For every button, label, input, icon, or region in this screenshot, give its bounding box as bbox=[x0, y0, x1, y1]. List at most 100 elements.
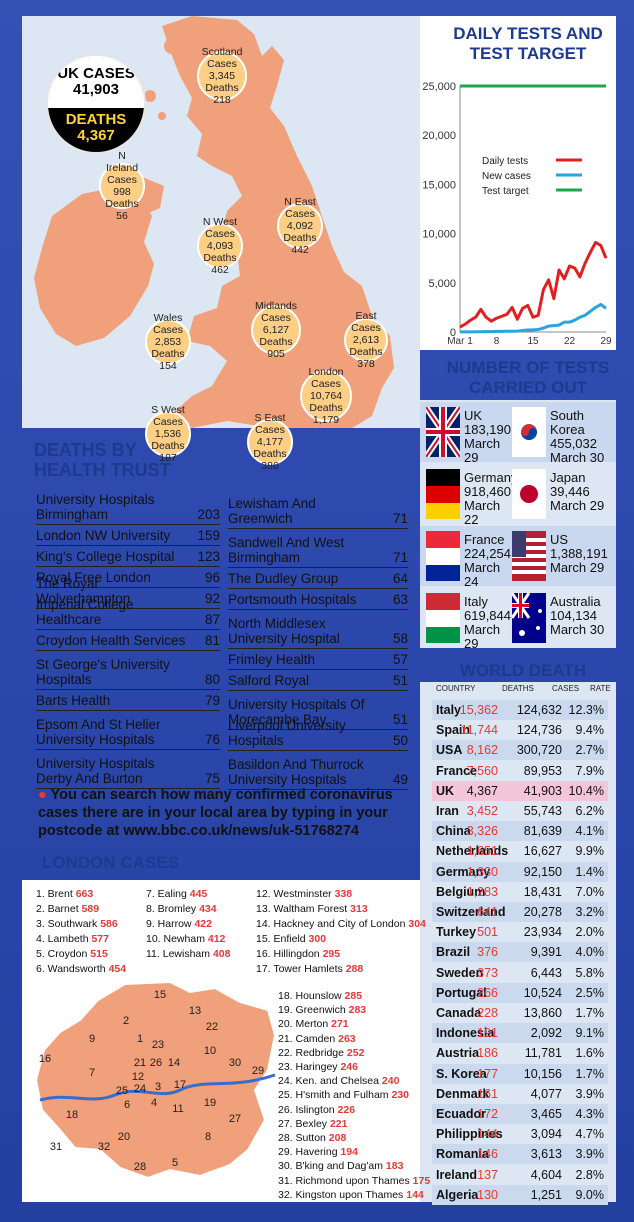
trust-value: 49 bbox=[392, 772, 408, 787]
world-deaths: 161 bbox=[477, 1086, 498, 1101]
y-tick-label: 10,000 bbox=[422, 229, 456, 241]
world-deaths: 1,651 bbox=[466, 844, 498, 859]
legend-label: Daily tests bbox=[482, 156, 528, 167]
world-country: Canada bbox=[436, 1006, 482, 1020]
london-map-number: 12 bbox=[132, 1071, 144, 1083]
trust-value: 51 bbox=[392, 673, 408, 688]
uk-cases-badge: UK CASES 41,903 DEATHS 4,367 bbox=[48, 56, 144, 152]
region-name: Scotland bbox=[201, 46, 243, 58]
world-deaths: 191 bbox=[477, 1026, 498, 1041]
borough-label: 1. Brent bbox=[36, 888, 73, 900]
world-cases: 124,632 bbox=[516, 703, 562, 717]
tests-cell: Germany 918,460 March 22 bbox=[464, 471, 517, 527]
world-row: Denmark 161 4,077 3.9% bbox=[432, 1083, 608, 1104]
world-cases: 10,524 bbox=[523, 985, 562, 1000]
uk-deaths-value: 4,367 bbox=[77, 127, 115, 144]
region-cases: Cases 4,092 bbox=[285, 208, 315, 232]
series-line-daily-tests bbox=[459, 240, 608, 329]
tests-value: 183,190 bbox=[464, 422, 511, 437]
trust-name: Frimley Health bbox=[228, 652, 316, 667]
world-rate: 4.3% bbox=[575, 1107, 605, 1121]
tests-country: South Korea bbox=[550, 408, 585, 437]
trust-name: Croydon Health Services bbox=[36, 633, 186, 648]
london-borough: 24. Ken. and Chelsea 240 bbox=[278, 1075, 399, 1087]
world-rate: 5.8% bbox=[575, 965, 605, 980]
kr-flag-icon bbox=[512, 407, 546, 457]
world-row: Philippines 144 3,094 4.7% bbox=[432, 1124, 608, 1145]
borough-value: 445 bbox=[189, 888, 208, 900]
world-row: Austria 186 11,781 1.6% bbox=[432, 1043, 608, 1064]
world-deaths: 3,452 bbox=[466, 804, 498, 818]
trust-name: Portsmouth Hospitals bbox=[228, 592, 357, 607]
world-cases: 6,443 bbox=[530, 965, 562, 980]
borough-value: 221 bbox=[329, 1117, 348, 1130]
london-borough: 3. Southwark 586 bbox=[36, 918, 118, 930]
london-map-number: 31 bbox=[50, 1141, 62, 1153]
trust-name: University Hospitals Birmingham bbox=[36, 492, 155, 522]
world-header-deaths: DEATHS bbox=[502, 684, 534, 693]
daily-tests-panel bbox=[420, 16, 616, 350]
region-deaths: Deaths 154 bbox=[151, 348, 185, 372]
uk-deaths-label: DEATHS bbox=[65, 111, 127, 128]
world-country: Ecuador bbox=[436, 1107, 487, 1121]
uk-cases-label: UK CASES bbox=[57, 65, 135, 82]
borough-label: 10. Newham bbox=[146, 933, 205, 945]
world-rate: 9.1% bbox=[575, 1026, 605, 1041]
london-map-number: 3 bbox=[155, 1081, 161, 1093]
trust-row: King's College Hospital 123 bbox=[36, 546, 220, 567]
world-deaths: 3,326 bbox=[466, 824, 498, 839]
london-map-number: 26 bbox=[150, 1057, 162, 1069]
borough-value: 663 bbox=[75, 888, 94, 900]
world-deaths: 8,162 bbox=[466, 743, 498, 758]
region-name: S West bbox=[151, 404, 185, 416]
borough-value: 304 bbox=[408, 918, 426, 930]
london-borough: 8. Bromley 434 bbox=[146, 903, 217, 915]
y-tick-label: 25,000 bbox=[422, 81, 456, 93]
region-name: S East bbox=[254, 412, 286, 424]
london-borough: 14. Hackney and City of London 304 bbox=[256, 918, 426, 930]
trust-row: London NW University 159 bbox=[36, 525, 220, 546]
world-rate: 7.9% bbox=[575, 763, 605, 778]
series-line-new-cases bbox=[460, 302, 607, 334]
world-deaths: 376 bbox=[477, 945, 498, 960]
trust-value: 123 bbox=[197, 549, 220, 564]
world-country: Switzerland bbox=[436, 905, 506, 919]
london-map-number: 13 bbox=[189, 1005, 201, 1017]
world-rate: 1.4% bbox=[575, 864, 605, 879]
x-tick-label: 29 bbox=[600, 336, 612, 347]
london-borough: 29. Havering 194 bbox=[278, 1146, 358, 1158]
london-map-number: 11 bbox=[172, 1103, 183, 1115]
london-borough: 16. Hillingdon 295 bbox=[256, 948, 340, 960]
trust-name: St George's University Hospitals bbox=[36, 657, 170, 687]
world-cases: 3,094 bbox=[530, 1127, 562, 1142]
world-country: Austria bbox=[436, 1046, 480, 1061]
world-row: Netherlands 1,651 16,627 9.9% bbox=[432, 841, 608, 862]
world-country: USA bbox=[436, 743, 463, 758]
trust-name: Royal Free London bbox=[36, 570, 151, 585]
region-cases: Cases 2,613 bbox=[351, 322, 381, 346]
london-borough: 32. Kingston upon Thames 144 bbox=[278, 1189, 424, 1201]
world-rate: 4.1% bbox=[575, 824, 605, 839]
borough-label: 2. Barnet bbox=[36, 903, 79, 915]
y-tick-label: 5,000 bbox=[428, 278, 456, 290]
region-circle-midlands: Midlands Cases 6,127 Deaths 905 bbox=[251, 300, 301, 360]
region-cases: Cases 1,536 bbox=[153, 416, 183, 440]
world-row: Romania 146 3,613 3.9% bbox=[432, 1144, 608, 1165]
trust-value: 81 bbox=[204, 633, 220, 648]
world-cases: 300,720 bbox=[516, 743, 562, 758]
tests-cell: US 1,388,191 March 29 bbox=[550, 533, 612, 589]
london-borough: 27. Bexley 221 bbox=[278, 1118, 347, 1130]
tests-date: March 29 bbox=[550, 560, 605, 575]
trust-name: The Dudley Group bbox=[228, 571, 339, 586]
london-borough: 2. Barnet 589 bbox=[36, 903, 99, 915]
london-map-number: 22 bbox=[206, 1021, 218, 1033]
london-map-number: 15 bbox=[154, 989, 166, 1001]
london-title: LONDON CASES bbox=[42, 853, 179, 872]
trust-row: University Hospitals Derby And Burton 75 bbox=[36, 750, 220, 789]
region-circle-s-east: S East Cases 4,177 Deaths 386 bbox=[247, 412, 293, 472]
tests-country: Italy bbox=[464, 594, 488, 609]
trust-name: Liverpool University Hospitals bbox=[228, 718, 346, 748]
trust-row: Epsom And St Helier University Hospitals… bbox=[36, 711, 220, 750]
trust-row: St George's University Hospitals 80 bbox=[36, 651, 220, 690]
tests-country: France bbox=[464, 532, 505, 547]
